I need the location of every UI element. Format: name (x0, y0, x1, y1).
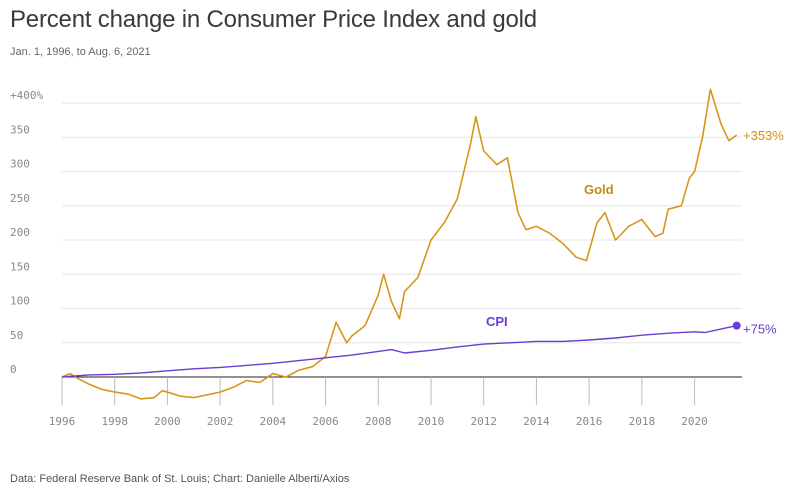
x-tick-label: 2008 (365, 415, 392, 428)
y-tick-label: 350 (10, 123, 30, 136)
x-tick-label: 1998 (101, 415, 128, 428)
y-tick-label: 300 (10, 158, 30, 171)
y-tick-label: 50 (10, 329, 23, 342)
x-tick-label: 2006 (312, 415, 339, 428)
x-tick-label: 2016 (576, 415, 603, 428)
cpi-line (61, 324, 737, 378)
source-note: Data: Federal Reserve Bank of St. Louis;… (10, 473, 350, 485)
x-tick-label: 2010 (418, 415, 445, 428)
x-tick-label: 1996 (49, 415, 76, 428)
y-axis-ticks: +400% 350 300 250 200 150 100 50 0 (10, 89, 43, 376)
y-tick-label: 0 (10, 363, 17, 376)
x-tick-label: 2020 (681, 415, 708, 428)
gold-series-label: Gold (584, 182, 614, 197)
x-tick-label: 2014 (523, 415, 550, 428)
cpi-end-label: +75% (743, 322, 777, 337)
y-tick-label: 100 (10, 295, 30, 308)
x-tick-label: 2018 (629, 415, 656, 428)
series-lines (61, 88, 738, 400)
y-tick-label: 200 (10, 226, 30, 239)
series-labels: Gold +353% CPI +75% (486, 128, 784, 336)
gold-line (61, 88, 738, 400)
cpi-series-label: CPI (486, 314, 508, 329)
y-tick-label: 150 (10, 260, 30, 273)
gold-end-label: +353% (743, 128, 784, 143)
x-tick-label: 2004 (260, 415, 287, 428)
cpi-end-point (732, 321, 741, 330)
chart-subtitle: Jan. 1, 1996, to Aug. 6, 2021 (10, 46, 151, 58)
chart-title: Percent change in Consumer Price Index a… (10, 6, 537, 33)
line-chart: +400% 350 300 250 200 150 100 50 0 1996 1998 2000 2… (10, 88, 784, 428)
x-tick-label: 2012 (470, 415, 497, 428)
x-tick-label: 2000 (154, 415, 181, 428)
x-axis-ticks: 1996 1998 2000 2002 2004 2006 2008 2010 2012 2014… (49, 377, 708, 428)
y-tick-label: 250 (10, 192, 30, 205)
y-tick-label: +400% (10, 89, 43, 102)
x-tick-label: 2002 (207, 415, 234, 428)
